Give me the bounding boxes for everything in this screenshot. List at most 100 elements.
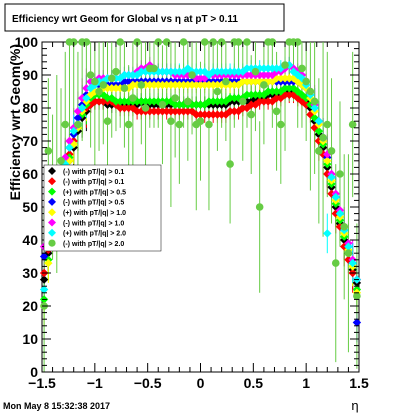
data-point [255, 90, 264, 99]
data-point [263, 64, 273, 73]
data-point [323, 229, 332, 238]
data-point [204, 80, 214, 90]
data-point [242, 77, 252, 86]
data-point [120, 97, 129, 106]
data-point [238, 67, 247, 76]
data-point [222, 77, 230, 86]
data-point [336, 170, 344, 178]
data-point [188, 71, 196, 79]
data-point [302, 77, 310, 86]
data-point [65, 136, 74, 146]
data-point [259, 70, 269, 80]
x-tick-label: −0.5 [134, 375, 162, 391]
data-point [280, 84, 290, 93]
data-point [247, 77, 256, 86]
data-point [166, 67, 176, 76]
data-point [208, 110, 218, 119]
data-point [112, 67, 120, 76]
data-point [116, 38, 124, 46]
data-point [61, 153, 70, 162]
data-point [272, 87, 281, 96]
data-point [39, 252, 49, 261]
data-point [230, 80, 239, 90]
data-point [327, 173, 336, 182]
data-point [348, 258, 357, 268]
data-point [234, 38, 243, 46]
x-axis-label: η [351, 398, 358, 413]
data-point [268, 87, 277, 96]
x-tick-label: 1.5 [349, 375, 369, 391]
legend-box [43, 164, 162, 252]
data-point [162, 80, 171, 90]
legend-marker [48, 197, 56, 206]
data-point [259, 64, 269, 73]
data-point [183, 80, 193, 90]
data-point [44, 258, 53, 268]
data-point [158, 67, 167, 76]
data-point [331, 259, 340, 267]
data-point [230, 67, 239, 76]
data-point [192, 80, 201, 90]
data-point [69, 126, 78, 136]
data-point [335, 209, 345, 218]
data-point [196, 110, 205, 119]
data-point [175, 80, 184, 90]
data-point [272, 64, 281, 73]
data-point [340, 223, 349, 231]
data-point [187, 80, 197, 90]
data-point [234, 80, 243, 90]
data-point [204, 110, 214, 119]
data-point [137, 81, 146, 89]
data-point [74, 120, 82, 129]
data-point [276, 74, 286, 83]
title-box [4, 3, 285, 32]
legend: (-) with pT/|q| > 0.1 (-) with pT/|q| > 0… [43, 164, 162, 252]
legend-marker [48, 218, 56, 227]
data-point [128, 80, 138, 90]
data-point [166, 80, 176, 90]
data-point [149, 97, 159, 106]
data-point [175, 100, 184, 109]
data-point [82, 84, 91, 93]
data-point [242, 64, 252, 73]
data-point [103, 84, 112, 93]
data-point [179, 38, 188, 46]
data-point [107, 74, 116, 83]
data-point [209, 38, 217, 46]
data-point [115, 97, 125, 106]
data-point [184, 97, 192, 106]
x-tick-label: −1 [87, 375, 103, 391]
data-point [44, 147, 53, 155]
data-point [99, 81, 108, 89]
data-point [82, 93, 91, 103]
data-point [132, 97, 142, 106]
data-point [247, 64, 256, 73]
data-point [196, 80, 205, 90]
data-point [167, 117, 175, 125]
data-point [353, 292, 361, 300]
y-tick-label: 70 [22, 133, 38, 149]
data-point [238, 77, 247, 86]
data-point [99, 97, 108, 106]
legend-label: (-) with pT/|q| > 0.1 [63, 179, 124, 186]
data-point [323, 156, 332, 165]
data-point [217, 97, 226, 106]
data-point [259, 97, 269, 106]
data-point [310, 103, 319, 113]
data-point [213, 110, 222, 119]
data-point [331, 192, 340, 202]
y-axis-label: Efficiency wrt Geom(%) [7, 44, 23, 200]
data-point [251, 67, 260, 76]
data-point [268, 38, 277, 46]
x-tick-label: 0 [197, 375, 205, 391]
data-point [293, 38, 302, 46]
data-point [175, 120, 184, 129]
data-point [260, 81, 268, 89]
data-point [230, 93, 239, 103]
data-point [145, 80, 154, 90]
x-tick-label: 0.5 [244, 375, 264, 391]
data-point [348, 120, 357, 129]
data-point [310, 97, 319, 106]
y-tick-label: 60 [22, 166, 38, 182]
